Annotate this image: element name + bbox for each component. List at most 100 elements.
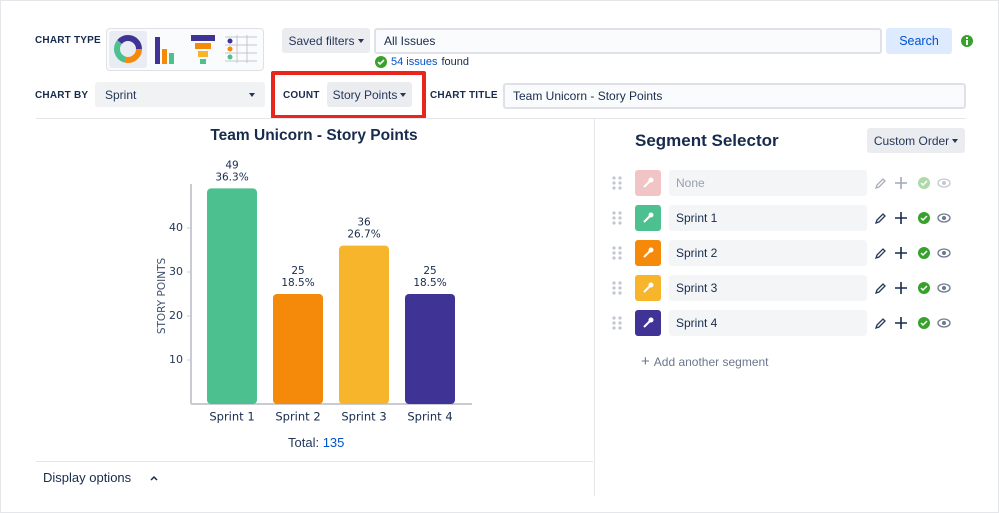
display-options[interactable]: Display options — [43, 470, 159, 485]
bar — [273, 294, 323, 404]
value-label: 36 — [357, 217, 371, 229]
order-value: Custom Order — [873, 133, 950, 148]
filter-input[interactable]: All Issues — [374, 28, 882, 54]
chart-title-value: Team Unicorn - Story Points — [513, 89, 663, 103]
segment-color[interactable] — [635, 205, 661, 231]
count-label: COUNT — [283, 90, 320, 101]
segment-color[interactable] — [635, 275, 661, 301]
segment-color[interactable] — [635, 240, 661, 266]
x-tick-label: Sprint 4 — [407, 410, 452, 424]
value-label: 25 — [423, 265, 436, 277]
y-tick-label: 10 — [169, 353, 183, 366]
divider — [36, 118, 966, 119]
bar — [405, 294, 455, 404]
check-icon — [375, 56, 387, 68]
segment-actions[interactable] — [873, 316, 953, 330]
donut-icon — [114, 35, 142, 63]
bar — [207, 188, 257, 404]
highlight-box — [271, 71, 426, 119]
chart-by-label: CHART BY — [35, 90, 89, 101]
bar — [339, 245, 389, 404]
funnel-icon — [200, 59, 206, 64]
x-tick-label: Sprint 2 — [275, 410, 320, 424]
chart-type-icons — [109, 31, 257, 68]
total-value: 135 — [322, 435, 345, 450]
y-tick-label: 30 — [169, 265, 183, 278]
y-axis-label: STORY POINTS — [156, 257, 168, 334]
count-select[interactable]: Story Points — [327, 82, 412, 107]
segment-name: Sprint 1 — [676, 211, 718, 225]
chart-by-value: Sprint — [105, 87, 137, 102]
search-button[interactable]: Search — [886, 28, 952, 54]
segment-actions[interactable] — [873, 176, 953, 190]
bar-icon — [155, 37, 160, 64]
drag-handle[interactable] — [611, 281, 623, 295]
chart-title: Team Unicorn - Story Points — [210, 127, 417, 144]
bar-icon — [162, 49, 167, 64]
add-segment-text: Add another segment — [653, 355, 769, 369]
segment-name-input[interactable]: Sprint 4 — [669, 310, 867, 336]
segment-row: Sprint 3 — [611, 275, 961, 301]
drag-handle[interactable] — [611, 211, 623, 225]
segment-row: Sprint 4 — [611, 310, 961, 336]
issues-found-text: found — [441, 56, 470, 68]
segment-color[interactable] — [635, 170, 661, 196]
x-tick-label: Sprint 1 — [209, 410, 254, 424]
funnel-icon — [191, 35, 215, 41]
percentage-label: 18.5% — [413, 277, 446, 289]
y-tick-label: 20 — [169, 309, 183, 322]
value-label: 49 — [225, 159, 238, 171]
chart-title-input[interactable]: Team Unicorn - Story Points — [503, 83, 966, 109]
total-label: Total: — [288, 435, 320, 450]
segment-name-input[interactable]: Sprint 2 — [669, 240, 867, 266]
total: Total: 135 — [288, 435, 344, 450]
funnel-icon — [198, 51, 208, 57]
saved-filters-button[interactable]: Saved filters — [282, 28, 370, 53]
segment-actions[interactable] — [873, 211, 953, 225]
percentage-label: 26.7% — [347, 229, 380, 241]
issues-link[interactable]: 54 issues — [391, 56, 438, 68]
segment-name: Sprint 2 — [676, 246, 718, 260]
donut-icon — [114, 35, 142, 63]
saved-filters-text: Saved filters — [288, 33, 355, 48]
y-tick-label: 40 — [169, 221, 183, 234]
chart-title-label: CHART TITLE — [430, 90, 498, 101]
drag-handle[interactable] — [611, 176, 623, 190]
segment-actions[interactable] — [873, 246, 953, 260]
divider — [36, 461, 593, 462]
segment-row: None — [611, 170, 961, 196]
display-options-text: Display options — [43, 470, 132, 485]
chart: Team Unicorn - Story Points STORY POINTS… — [156, 127, 472, 424]
segment-row: Sprint 1 — [611, 205, 961, 231]
segment-name-input[interactable]: None — [669, 170, 867, 196]
segment-color[interactable] — [635, 310, 661, 336]
search-text: Search — [899, 34, 939, 48]
chart-type-label: CHART TYPE — [35, 35, 101, 46]
bar-icon — [169, 53, 174, 64]
segment-name-input[interactable]: Sprint 1 — [669, 205, 867, 231]
filter-value: All Issues — [384, 34, 436, 48]
add-segment[interactable]: + Add another segment — [641, 353, 769, 370]
drag-handle[interactable] — [611, 316, 623, 330]
segment-row: Sprint 2 — [611, 240, 961, 266]
order-select[interactable]: Custom Order — [867, 128, 965, 153]
info-icon[interactable] — [960, 34, 974, 48]
segment-actions[interactable] — [873, 281, 953, 295]
segment-name: Sprint 3 — [676, 281, 718, 295]
drag-handle[interactable] — [611, 246, 623, 260]
value-label: 25 — [291, 265, 304, 277]
count-value: Story Points — [332, 87, 398, 102]
segment-name: Sprint 4 — [676, 316, 718, 330]
segment-name-input[interactable]: Sprint 3 — [669, 275, 867, 301]
segment-name: None — [676, 176, 705, 190]
segment-selector-title: Segment Selector — [635, 131, 779, 150]
divider — [594, 119, 595, 496]
x-tick-label: Sprint 3 — [341, 410, 386, 424]
percentage-label: 36.3% — [215, 171, 248, 183]
issues-found: 54 issues found — [375, 56, 469, 68]
chart-by-select[interactable]: Sprint — [95, 82, 265, 107]
funnel-icon — [195, 43, 211, 49]
chart-type-picker[interactable] — [106, 28, 264, 71]
table-icon — [225, 35, 257, 63]
